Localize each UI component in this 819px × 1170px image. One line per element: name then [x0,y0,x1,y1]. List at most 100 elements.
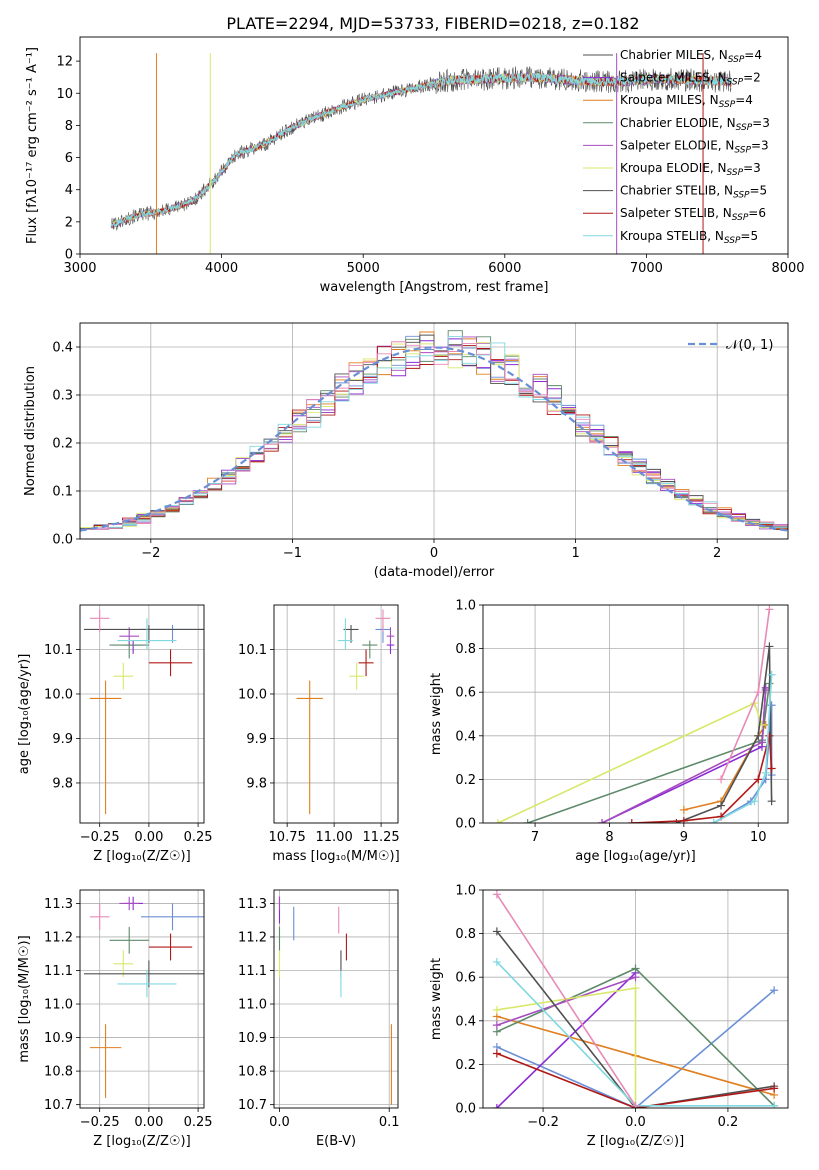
axis-label-x: E(B-V) [316,1134,356,1149]
tick-label-y: 6 [65,151,73,166]
tick-label-x: 8 [605,830,613,845]
plot-area-massweight_vs_Z [483,890,788,1108]
histogram-series [80,341,788,539]
series-marker [627,819,636,823]
series-marker [679,805,688,814]
tick-label-y: 11.2 [44,930,73,945]
tick-label-y: 10.1 [238,643,267,658]
legend-entry: Kroupa MILES, NSSP=4 [620,93,753,110]
axis-label-y: Flux [fλ10⁻¹⁷ erg cm⁻² s⁻¹ A⁻¹] [25,47,40,244]
axis-label-x: wavelength [Angstrom, rest frame] [320,280,549,295]
series-marker [767,670,776,679]
plot-area-age_vs_Z [80,605,204,823]
series-marker [754,688,763,697]
plot-area-residuals [80,323,788,539]
tick-label-y: 10.9 [238,1031,267,1046]
axis-label-x: Z [log₁₀(Z/Z☉)] [587,1134,684,1149]
tick-label-x: 7000 [630,261,663,276]
tick-label-y: 0.4 [455,729,476,744]
panel-spectrum: 3000 4000 5000 6000 7000 8000 0 2 4 6 8 10 12 wavelen… [25,36,805,295]
tick-label-x: −0.2 [527,1115,559,1130]
series-line [496,1052,775,1108]
series-marker [770,1084,779,1093]
tick-label-y: 9.9 [246,732,267,747]
series-marker [709,819,718,823]
tick-label-y: 11.3 [44,897,73,912]
axis-label-x: (data-model)/error [374,565,495,580]
tick-label-y: 0.2 [455,1058,476,1073]
series-marker [717,775,726,784]
series-marker [767,797,776,806]
series-marker [767,764,776,773]
tick-label-x: 1 [571,546,579,561]
axis-label-x: Z [log₁₀(Z/Z☉)] [93,849,190,864]
panel-massweight_vs_age: 7 8 9 10 0.0 0.2 0.4 0.6 0.8 1.0 age [log₁₀(age/yr… [429,599,789,864]
tick-label-x: 10.75 [269,830,306,845]
tick-label-y: 10.8 [44,1065,73,1080]
legend-entry: Salpeter ELODIE, NSSP=3 [620,138,769,155]
series-line [631,735,773,823]
tick-label-y: 11.1 [238,964,267,979]
tick-label-x: 0.25 [184,1115,213,1130]
series-line [496,930,775,1108]
axis-label-x: mass [log₁₀(M/M☉)] [272,849,399,864]
plot-area-spectrum [110,53,732,254]
tick-label-y: 2 [65,215,73,230]
gaussian-curve [80,346,788,532]
tick-label-y: 10.7 [44,1098,73,1113]
axis-label-y: age [log₁₀(age/yr)] [17,654,32,775]
plot-area-age_vs_mass [274,605,398,823]
tick-label-x: 7 [531,830,539,845]
series-marker [765,731,774,740]
legend-entry: Kroupa ELODIE, NSSP=3 [620,161,761,178]
tick-label-x: 2 [713,546,721,561]
tick-label-y: 11.0 [44,998,73,1013]
panel-residuals: −2 −1 0 1 2 0.0 0.1 0.2 0.3 0.4 (data-model)/error… [23,322,789,580]
tick-label-y: 8 [65,119,73,134]
panel-mass_vs_Z: −0.25 0.00 0.25 10.7 10.8 10.9 11.0 11.1 11.2 11.… [17,889,213,1149]
axis-label-x: age [log₁₀(age/yr)] [575,849,696,864]
tick-label-x: 8000 [771,261,804,276]
legend: Chabrier MILES, NSSP=4 Salpeter MILES, NS… [583,48,770,246]
series-marker [492,927,501,936]
tick-label-x: 3000 [63,261,96,276]
series-line [496,989,775,1108]
series-marker [492,1005,501,1014]
tick-label-x: 11.25 [362,830,399,845]
series-marker [757,738,766,747]
tick-label-y: 11.0 [238,998,267,1013]
tick-label-x: 0.0 [625,1115,646,1130]
tick-label-y: 10.7 [238,1098,267,1113]
series-marker [717,801,726,810]
tick-label-y: 11.1 [44,964,73,979]
series-marker [770,986,779,995]
series-marker [492,1104,501,1108]
series-marker [631,973,640,982]
legend-entry: Chabrier ELODIE, NSSP=3 [620,116,770,133]
tick-label-y: 0.0 [455,1102,476,1117]
tick-label-x: 6000 [488,261,521,276]
axes-frame [79,889,205,1109]
tick-label-x: 0 [430,546,438,561]
tick-label-y: 1.0 [455,599,476,614]
series-marker [679,816,688,823]
series-marker [631,1101,640,1108]
axes-frame [79,322,789,540]
tick-label-y: 0.6 [455,971,476,986]
axis-label-y: mass [log₁₀(M/M☉)] [17,935,32,1062]
tick-label-y: 10.8 [238,1065,267,1080]
plot-area-mass_vs_Z [80,890,204,1108]
panel-massweight_vs_Z: −0.2 0.0 0.2 0.0 0.2 0.4 0.6 0.8 1.0 Z [log₁₀(Z/Z… [429,884,789,1149]
legend-entry: Salpeter STELIB, NSSP=6 [620,206,766,223]
axes-frame [79,604,205,824]
tick-label-x: −0.25 [80,830,120,845]
series-line [496,972,637,1108]
tick-label-y: 0.1 [52,485,73,500]
tick-label-y: 0.2 [52,437,73,452]
series-marker [492,1021,501,1030]
plot-area-massweight_vs_age [483,605,788,823]
series-marker [493,819,502,823]
tick-label-y: 9.8 [246,776,267,791]
tick-label-y: 4 [65,183,73,198]
legend-entry: Kroupa STELIB, NSSP=5 [620,229,758,246]
